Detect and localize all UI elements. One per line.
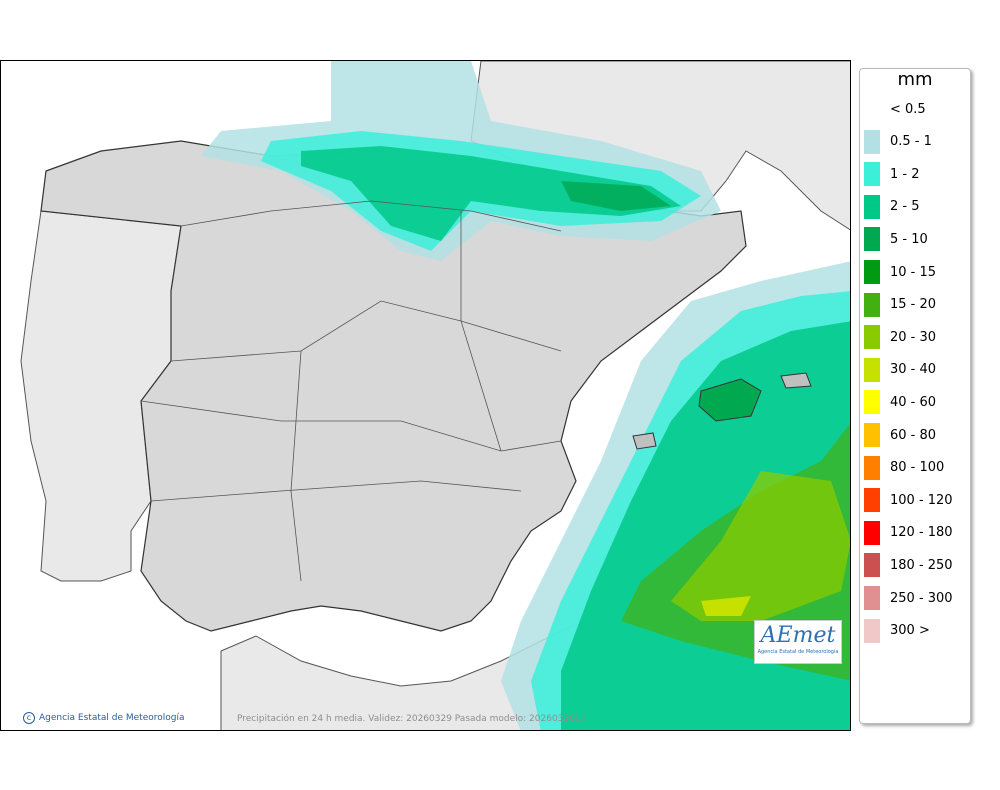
precip-area-north-heavy [301,146,681,241]
legend-label: 180 - 250 [890,557,953,573]
legend-item: 2 - 5 [864,194,920,219]
legend: mm < 0.5 0.5 - 1 1 - 2 2 - 5 5 - 10 10 - 15 15… [859,68,971,724]
legend-swatch [864,423,880,447]
legend-item: 20 - 30 [864,325,937,350]
legend-swatch [864,618,880,643]
region-borders [140,200,562,582]
precipitation-map: c Agencia Estatal de Meteorología Precipi… [0,60,851,731]
legend-swatch [864,97,880,121]
legend-swatch [864,553,880,578]
legend-swatch [864,390,880,415]
legend-label: 40 - 60 [890,394,937,410]
legend-swatch [864,194,880,219]
ibiza-island [632,432,657,450]
legend-item: 100 - 120 [864,488,953,513]
legend-swatch [864,227,880,252]
legend-item: 120 - 180 [864,520,953,545]
aemet-logo: AEmet Agencia Estatal de Meteorología [754,620,842,664]
agency-credit-text: Agencia Estatal de Meteorología [39,713,185,723]
legend-swatch [864,325,880,350]
precip-area-med-max [701,596,751,616]
legend-label: 80 - 100 [890,460,945,476]
map-canvas [1,61,850,730]
legend-label: 100 - 120 [890,492,953,508]
logo-text: AEmet [760,623,836,648]
precip-area-med-core [671,471,850,621]
legend-item: 15 - 20 [864,292,937,317]
precip-area-pyrenees [561,181,671,211]
legend-swatch [864,260,880,284]
legend-item: 300 > [864,618,930,643]
legend-swatch [864,357,880,382]
map-footer: Precipitación en 24 h media. Validez: 20… [237,714,587,724]
legend-swatch [864,129,880,154]
legend-label: 300 > [890,623,930,639]
legend-label: < 0.5 [890,101,926,117]
legend-swatch [864,292,880,317]
legend-item: 80 - 100 [864,455,945,480]
legend-item: < 0.5 [864,97,926,121]
legend-label: 1 - 2 [890,166,920,182]
legend-label: 2 - 5 [890,199,920,215]
legend-label: 20 - 30 [890,329,937,345]
legend-item: 10 - 15 [864,260,937,284]
copyright-icon: c [23,712,35,724]
legend-label: 10 - 15 [890,264,937,280]
mallorca-island [698,378,762,422]
legend-label: 120 - 180 [890,525,953,541]
legend-swatch [864,162,880,187]
legend-label: 250 - 300 [890,590,953,606]
legend-swatch [864,520,880,545]
legend-item: 60 - 80 [864,423,937,447]
legend-label: 60 - 80 [890,427,937,443]
legend-title: mm [897,69,933,90]
legend-item: 1 - 2 [864,162,920,187]
agency-credit: c Agencia Estatal de Meteorología [23,712,185,724]
spain-landmass [40,140,747,632]
legend-item: 180 - 250 [864,553,953,578]
legend-item: 250 - 300 [864,586,953,610]
legend-label: 0.5 - 1 [890,134,932,150]
menorca-island [780,372,812,389]
legend-label: 30 - 40 [890,362,937,378]
legend-label: 15 - 20 [890,297,937,313]
legend-item: 30 - 40 [864,357,937,382]
legend-item: 0.5 - 1 [864,129,932,154]
logo-subtext: Agencia Estatal de Meteorología [757,649,839,655]
legend-item: 40 - 60 [864,390,937,415]
legend-swatch [864,455,880,480]
legend-swatch [864,586,880,610]
legend-item: 5 - 10 [864,227,928,252]
legend-swatch [864,488,880,513]
legend-label: 5 - 10 [890,231,928,247]
